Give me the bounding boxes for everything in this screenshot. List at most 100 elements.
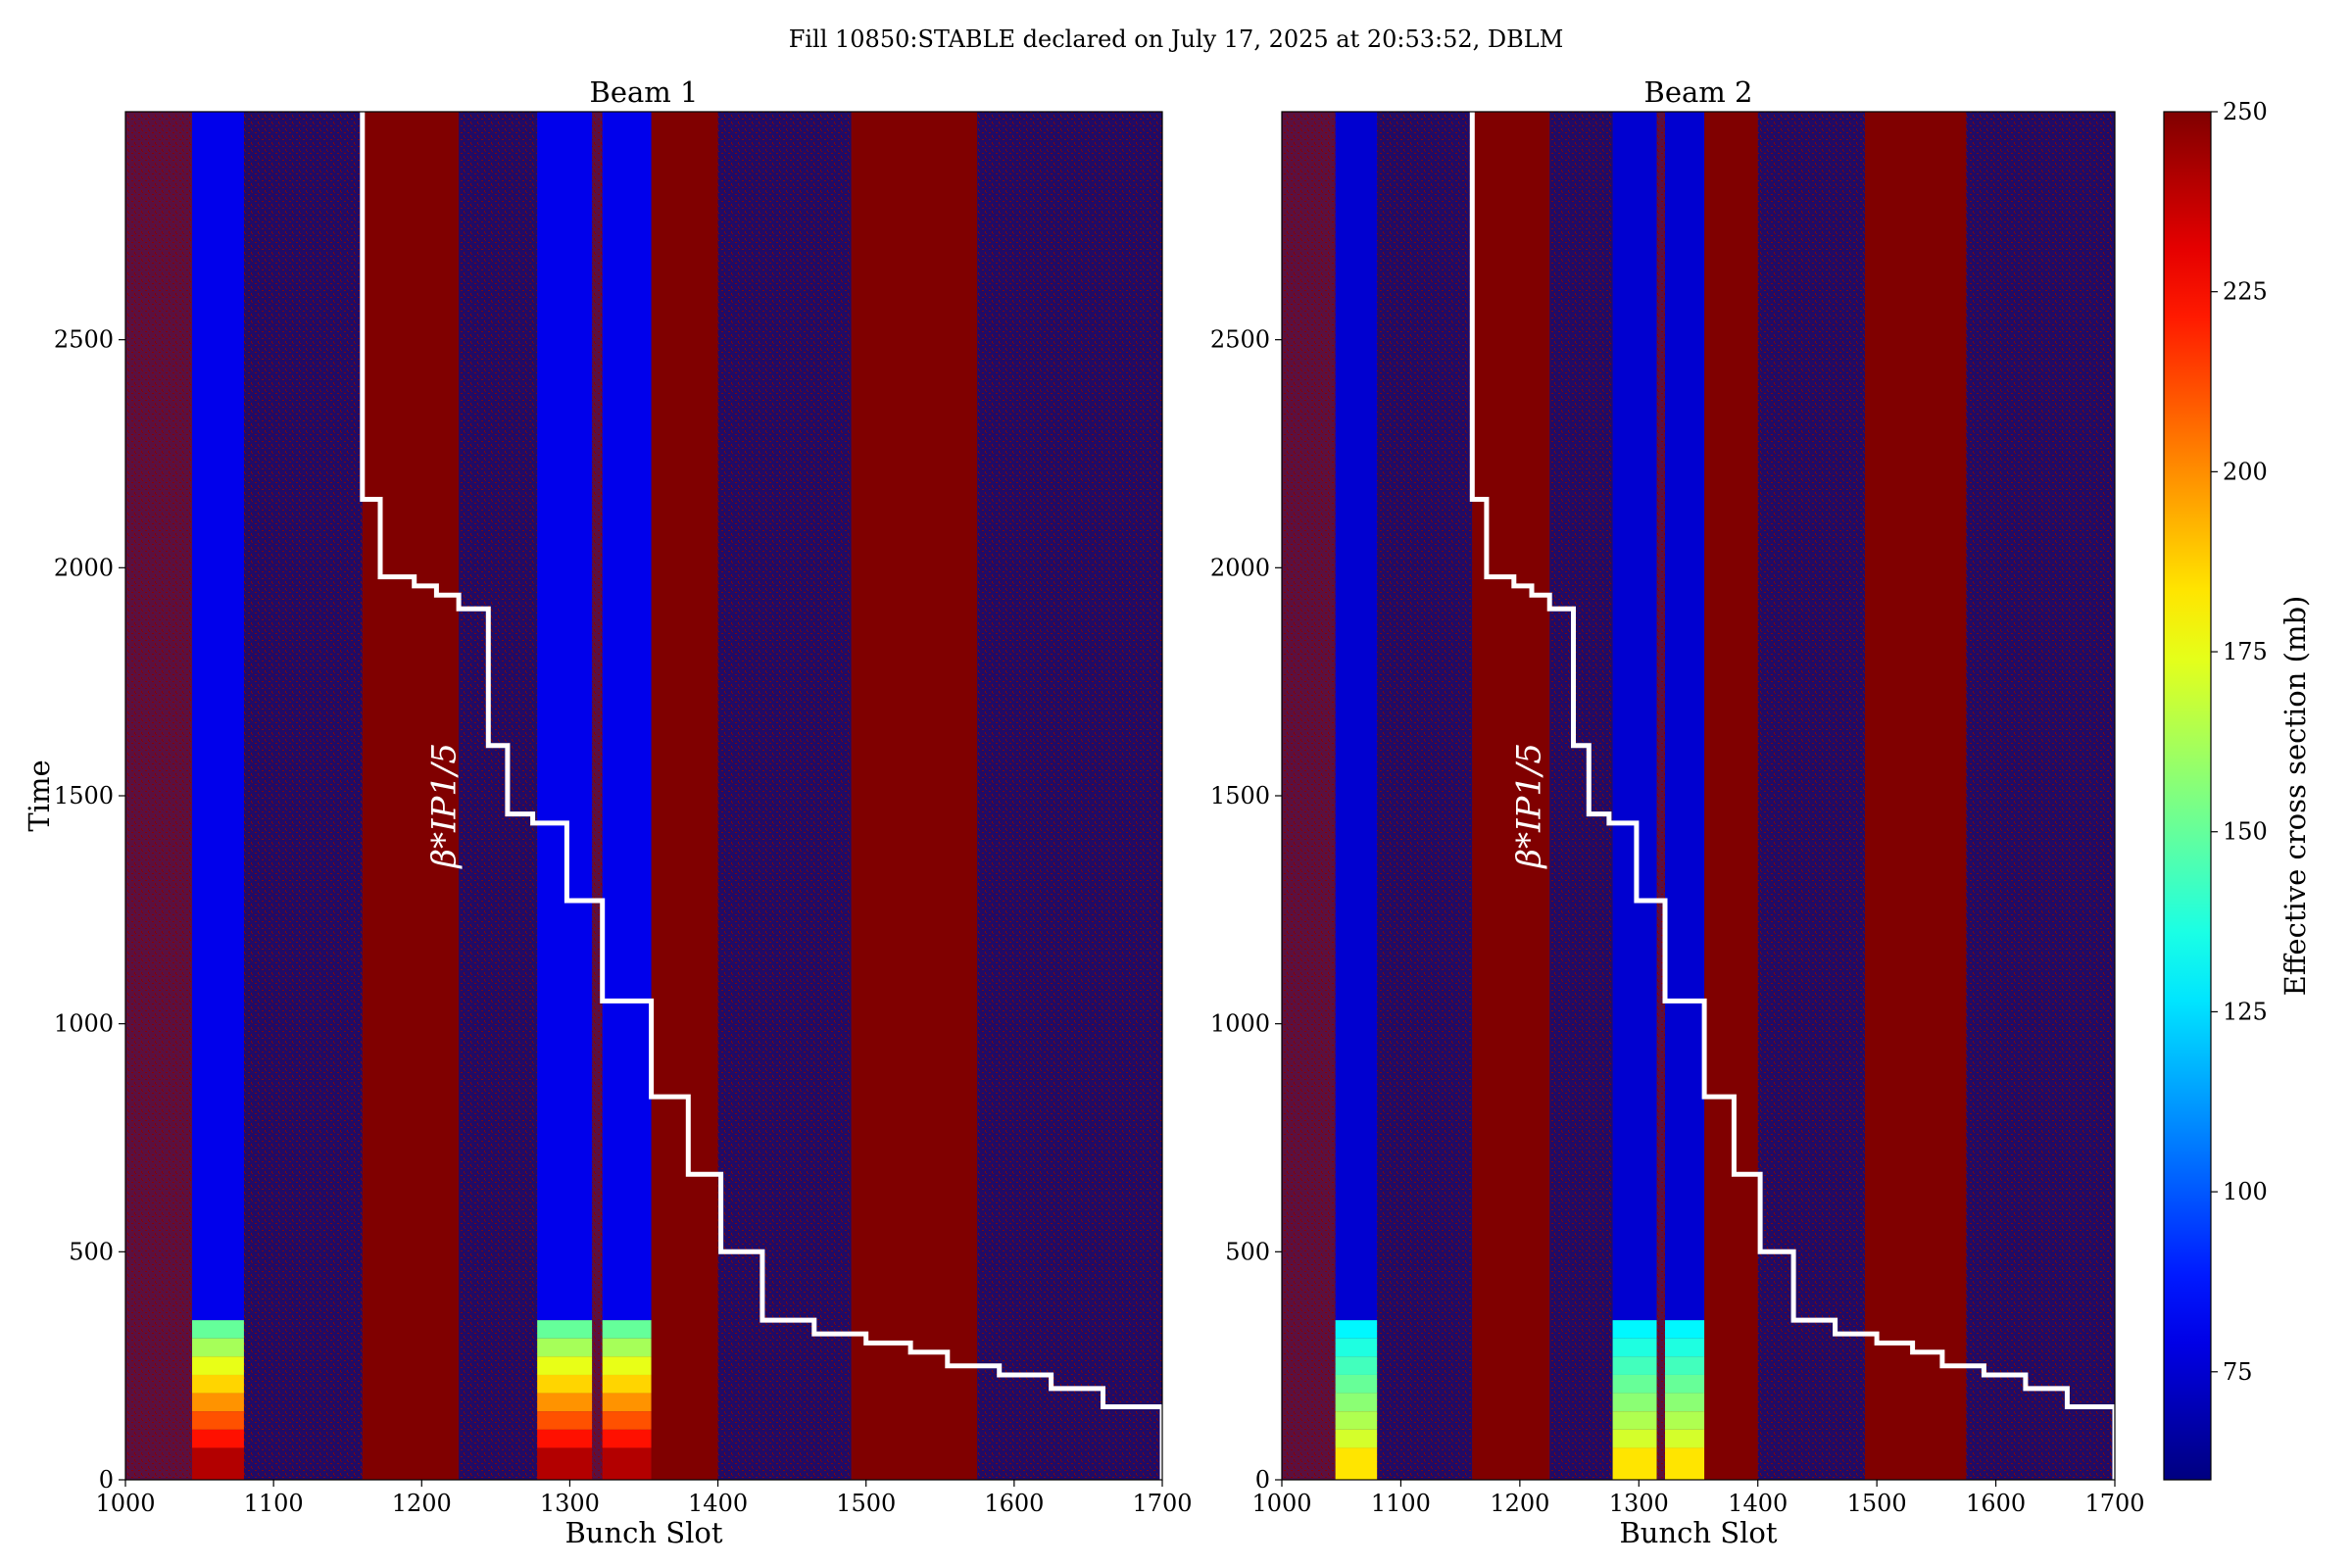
x-tick-label: 1100 (244, 1490, 304, 1517)
beta-star-annotation: β*IP1/5 (1510, 743, 1549, 870)
bunch-train-ramp (537, 1430, 592, 1448)
bunch-train-ramp (537, 1339, 592, 1357)
y-tick-label: 1500 (1210, 782, 1270, 809)
panel-title: Beam 2 (1644, 75, 1753, 109)
x-tick-label: 1700 (1132, 1490, 1192, 1517)
bunch-train-ramp (1336, 1320, 1378, 1339)
bunch-train-ramp (1613, 1356, 1657, 1375)
y-tick-label: 1000 (54, 1010, 114, 1038)
y-tick-label: 2000 (54, 554, 114, 581)
bunch-train-ramp (192, 1356, 244, 1375)
bunch-train-ramp (1613, 1375, 1657, 1394)
bunch-train-ramp (537, 1411, 592, 1430)
bunch-train-injection (192, 1447, 244, 1480)
empty-slot-band (1865, 112, 1966, 1480)
bunch-train-ramp (603, 1339, 652, 1357)
x-tick-label: 1400 (688, 1490, 748, 1517)
x-axis-label: Bunch Slot (1619, 1516, 1777, 1549)
colorbar-tick-label: 225 (2223, 278, 2268, 306)
bunch-train-ramp (192, 1411, 244, 1430)
bunch-train-ramp (192, 1394, 244, 1412)
colorbar-gradient (2164, 112, 2211, 1480)
x-tick-label: 1000 (1251, 1490, 1311, 1517)
bunch-train-ramp (1665, 1394, 1704, 1412)
colorbar-tick-label: 150 (2223, 818, 2268, 846)
noise-band (244, 112, 363, 1480)
colorbar-tick-label: 100 (2223, 1178, 2268, 1205)
bunch-train-ramp (1336, 1430, 1378, 1448)
x-tick-label: 1300 (540, 1490, 600, 1517)
bunch-train-ramp (1665, 1375, 1704, 1394)
bunch-train-injection (1665, 1447, 1704, 1480)
y-tick-label: 2000 (1210, 554, 1270, 581)
bunch-train-ramp (1665, 1430, 1704, 1448)
x-tick-label: 1200 (392, 1490, 452, 1517)
x-tick-label: 1400 (1728, 1490, 1788, 1517)
bunch-train-injection (1336, 1447, 1378, 1480)
bunch-train-ramp (1613, 1411, 1657, 1430)
x-tick-label: 1300 (1609, 1490, 1669, 1517)
noise-band (1966, 112, 2115, 1480)
heatmap-body (125, 112, 1162, 1480)
y-tick-label: 0 (1255, 1466, 1270, 1494)
beta-star-annotation: β*IP1/5 (424, 743, 464, 870)
colorbar-tick-label: 175 (2223, 638, 2268, 665)
colorbar-tick-label: 125 (2223, 998, 2268, 1025)
bunch-train-ramp (537, 1375, 592, 1394)
x-tick-label: 1600 (984, 1490, 1044, 1517)
bunch-train-3 (603, 112, 652, 1320)
dblm-figure: β*IP1/5Beam 11000 1100 1200 1300 1400 1500 160… (0, 0, 2352, 1568)
y-tick-label: 0 (99, 1466, 114, 1494)
y-tick-label: 1000 (1210, 1010, 1270, 1038)
noise-band (1377, 112, 1472, 1480)
noise-band (1549, 112, 1612, 1480)
noise-band (459, 112, 537, 1480)
bunch-train-ramp (192, 1320, 244, 1339)
y-tick-label: 500 (69, 1238, 114, 1265)
heatmap-panel-2: β*IP1/5 Beam 2 1000 1100 1200 1300 1400 1500 160… (1210, 75, 2145, 1549)
colorbar: 75 100 125 150 175 200 225 250 Effective cross s… (2164, 98, 2312, 1480)
bunch-train-ramp (1613, 1430, 1657, 1448)
x-tick-label: 1700 (2084, 1490, 2144, 1517)
bunch-train-ramp (192, 1430, 244, 1448)
bunch-train-ramp (1665, 1320, 1704, 1339)
bunch-train-ramp (1665, 1356, 1704, 1375)
heatmap-panel-1: β*IP1/5 Beam 1 1000 1100 1200 1300 1400 1500 160… (23, 75, 1193, 1549)
bunch-train-injection (1613, 1447, 1657, 1480)
bunch-train-ramp (603, 1375, 652, 1394)
bunch-train-ramp (1336, 1375, 1378, 1394)
bunch-train-ramp (192, 1375, 244, 1394)
x-tick-label: 1200 (1490, 1490, 1549, 1517)
empty-slot-band (1704, 112, 1758, 1480)
bunch-train-2 (537, 112, 592, 1320)
bunch-train-ramp (537, 1320, 592, 1339)
colorbar-tick-label: 250 (2223, 98, 2268, 125)
bunch-train-ramp (603, 1411, 652, 1430)
colorbar-tick-label: 200 (2223, 458, 2268, 485)
y-tick-label: 1500 (54, 782, 114, 809)
y-tick-label: 2500 (54, 326, 114, 354)
noise-band (1758, 112, 1865, 1480)
heatmap-body (1282, 112, 2115, 1480)
bunch-train-1 (1336, 112, 1378, 1320)
bunch-train-ramp (1665, 1339, 1704, 1357)
noise-band (977, 112, 1162, 1480)
bunch-train-ramp (603, 1320, 652, 1339)
bunch-train-injection (603, 1447, 652, 1480)
empty-slot-band (652, 112, 718, 1480)
bunch-train-ramp (537, 1356, 592, 1375)
y-tick-label: 500 (1225, 1238, 1270, 1265)
bunch-train-2 (1613, 112, 1657, 1320)
bunch-train-3 (1665, 112, 1704, 1320)
x-tick-label: 1000 (95, 1490, 155, 1517)
bunch-train-ramp (603, 1394, 652, 1412)
panel-title: Beam 1 (590, 75, 699, 109)
bunch-train-ramp (1336, 1356, 1378, 1375)
x-tick-label: 1600 (1966, 1490, 2026, 1517)
colorbar-tick-label: 75 (2223, 1358, 2253, 1386)
bunch-train-ramp (1613, 1394, 1657, 1412)
bunch-train-ramp (1336, 1411, 1378, 1430)
colorbar-label: Effective cross section (mb) (2278, 596, 2312, 997)
bunch-train-ramp (1613, 1339, 1657, 1357)
noise-band (718, 112, 852, 1480)
